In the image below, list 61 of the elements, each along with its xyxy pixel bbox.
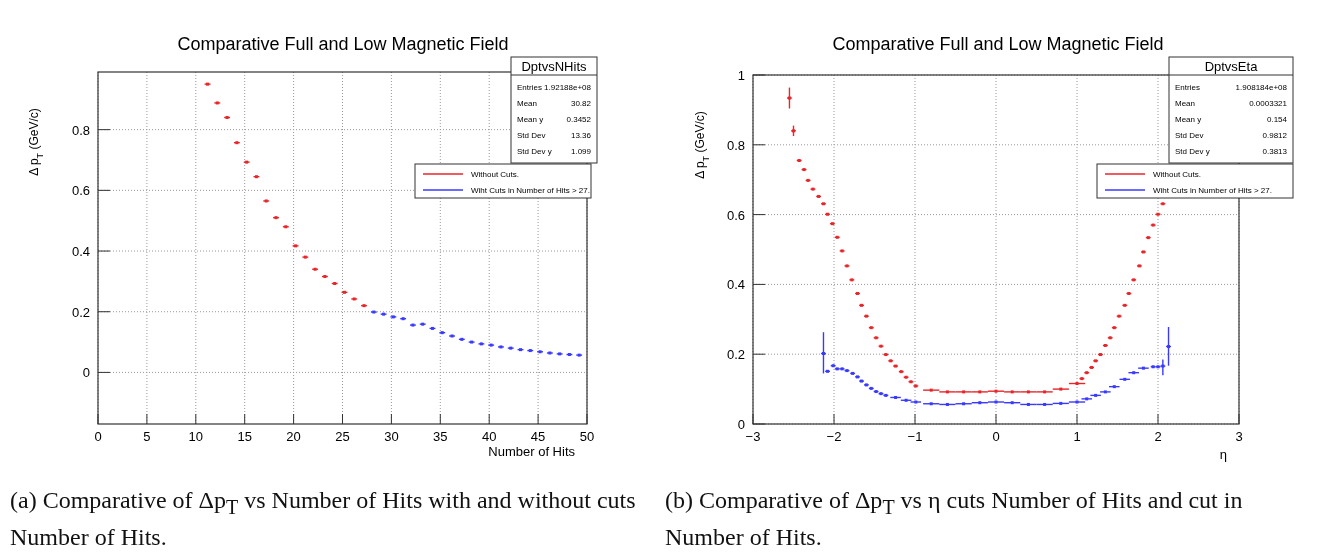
- annotation: 1.92188e+08: [544, 83, 592, 92]
- x-tick-label: 0: [94, 429, 102, 444]
- x-tick-label: 50: [579, 429, 595, 444]
- x-tick-label: 45: [530, 429, 546, 444]
- x-tick-label: −3: [745, 429, 761, 444]
- legend-label: Without Cuts.: [1153, 170, 1202, 179]
- x-tick-label: −2: [826, 429, 842, 444]
- legend-label: Wiht Cuts in Number of Hits > 27.: [1153, 186, 1272, 195]
- legend-label: Without Cuts.: [471, 170, 520, 179]
- text: (a) Comparative of Δp$_{T}$ vs Number of Hits with and without cuts Number of Hits.: [10, 487, 636, 550]
- text: DptvsEta: [1204, 59, 1259, 74]
- annotation: Std Dev: [517, 131, 546, 140]
- annotation: Mean: [517, 99, 538, 108]
- chart-title: Comparative Full and Low Magnetic Field: [177, 34, 509, 54]
- text: 0.9812: [1262, 131, 1288, 140]
- chart-title: Comparative Full and Low Magnetic Field: [832, 34, 1164, 54]
- x-tick-label: −1: [907, 429, 923, 444]
- x-tick-label: 30: [384, 429, 399, 444]
- annotation: Std Dev y: [1175, 147, 1210, 156]
- x-tick-label: 25: [335, 429, 350, 444]
- y-tick-label: 0: [737, 417, 745, 432]
- y-tick-label: 0.6: [726, 207, 745, 223]
- legend-label: Wiht Cuts in Number of Hits > 27.: [471, 186, 590, 195]
- x-tick-label: 40: [481, 429, 497, 444]
- text: 0.0003321: [1249, 99, 1288, 108]
- x-axis-title: η: [1219, 447, 1227, 462]
- x-tick-label: 5: [143, 429, 151, 444]
- annotation: Entries: [517, 83, 542, 92]
- x-tick-label: 35: [433, 429, 448, 444]
- x-axis-title: Number of Hits: [488, 444, 576, 459]
- annotation: Entries: [1175, 83, 1200, 92]
- annotation: 1.099: [570, 147, 592, 156]
- text: 0.3813: [1262, 147, 1288, 156]
- x-tick-label: 20: [286, 429, 301, 444]
- text: 0.154: [1266, 115, 1288, 124]
- x-tick-label: 10: [188, 429, 204, 444]
- y-tick-label: 0.4: [726, 277, 745, 293]
- annotation: 1.908184e+08: [1235, 83, 1288, 92]
- y-tick-label: 0.8: [726, 137, 745, 153]
- x-tick-label: 0: [992, 429, 1000, 444]
- y-tick-label: 0.8: [71, 122, 90, 138]
- y-tick-label: 0.6: [71, 183, 90, 199]
- annotation: Mean y: [517, 115, 544, 124]
- annotation: 0.3452: [566, 115, 592, 124]
- y-tick-label: 0.2: [71, 304, 90, 320]
- y-tick-label: 0: [82, 365, 90, 381]
- x-tick-label: 15: [237, 429, 252, 444]
- y-tick-label: 0.2: [726, 347, 745, 363]
- annotation: DptvsNHits: [521, 59, 587, 74]
- annotation: Std Dev y: [517, 147, 552, 156]
- y-tick-label: 0.4: [71, 244, 90, 260]
- y-tick-label: 1: [737, 68, 745, 83]
- x-tick-label: 1: [1073, 429, 1081, 444]
- text: (b) Comparative of Δp$_{T}$ vs η cuts Number of Hits and cut in Number of Hits.: [665, 487, 1243, 550]
- annotation: 30.82: [570, 99, 592, 108]
- annotation: Mean y: [1175, 115, 1202, 124]
- annotation: Mean: [1175, 99, 1196, 108]
- annotation: Std Dev: [1175, 131, 1204, 140]
- x-tick-label: 3: [1235, 429, 1243, 444]
- x-tick-label: 2: [1154, 429, 1162, 444]
- annotation: 13.36: [570, 131, 592, 140]
